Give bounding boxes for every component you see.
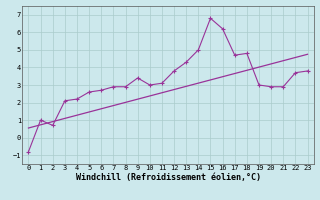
X-axis label: Windchill (Refroidissement éolien,°C): Windchill (Refroidissement éolien,°C)	[76, 173, 260, 182]
